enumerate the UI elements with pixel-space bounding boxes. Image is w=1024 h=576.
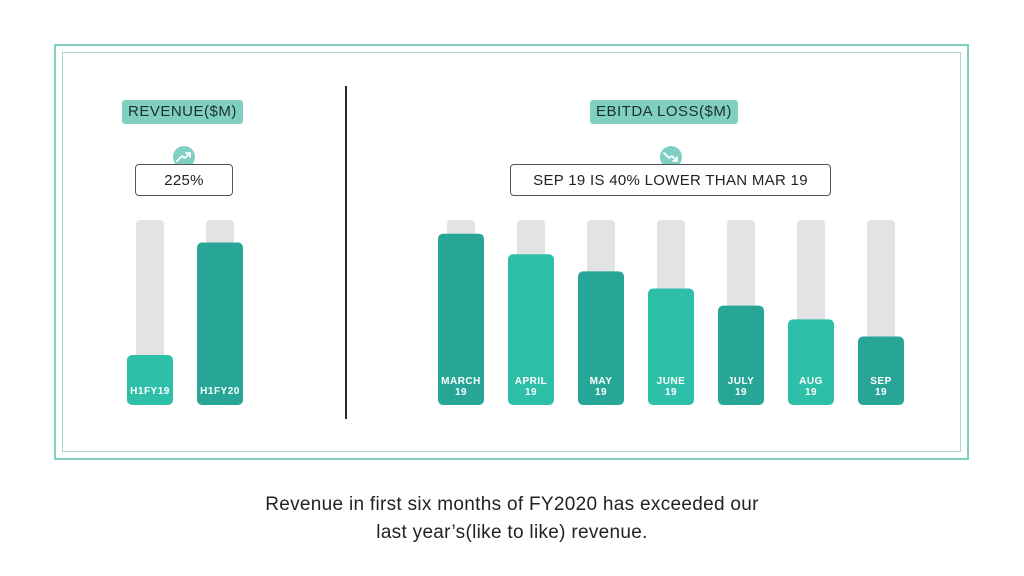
ebitda-bar-label-0-line2: 19 <box>455 387 467 398</box>
caption-line-1: Revenue in first six months of FY2020 ha… <box>265 494 759 515</box>
ebitda-bar-label-2-line2: 19 <box>595 387 607 398</box>
ebitda-bar-label-3-line2: 19 <box>665 387 677 398</box>
revenue-bar-1 <box>197 242 243 405</box>
trend-up-icon <box>173 146 195 168</box>
ebitda-bar-label-2-line1: MAY <box>590 376 613 387</box>
revenue-bar-0 <box>127 355 173 405</box>
inner-frame <box>62 52 961 452</box>
revenue-callout: 225% <box>135 164 233 196</box>
ebitda-bar-label-6-line2: 19 <box>875 387 887 398</box>
ebitda-bar-4 <box>718 305 764 405</box>
ebitda-bar-label-4-line2: 19 <box>735 387 747 398</box>
section-divider <box>345 86 347 419</box>
trend-down-icon <box>660 146 682 168</box>
ebitda-bar-6 <box>858 336 904 405</box>
ebitda-chart-title: EBITDA LOSS($M) <box>590 100 738 124</box>
ebitda-bar-label-3-line1: JUNE <box>657 376 686 387</box>
outer-frame <box>54 44 969 460</box>
ebitda-bar-label-5-line1: AUG <box>799 376 823 387</box>
ebitda-bar-label-1-line2: 19 <box>525 387 537 398</box>
ebitda-bar-3 <box>648 288 694 405</box>
ebitda-bar-label-5-line2: 19 <box>805 387 817 398</box>
revenue-bar-label-0: H1FY19 <box>130 386 170 397</box>
ebitda-bar-label-1-line1: APRIL <box>515 376 548 387</box>
ebitda-bar-label-0-line1: MARCH <box>441 376 481 387</box>
revenue-bar-label-1: H1FY20 <box>200 386 240 397</box>
ebitda-bar-5 <box>788 319 834 405</box>
ebitda-bar-0 <box>438 233 484 405</box>
ebitda-callout: SEP 19 IS 40% LOWER THAN MAR 19 <box>510 164 831 196</box>
caption-line-2: last year’s(like to like) revenue. <box>376 522 648 543</box>
revenue-chart-title: REVENUE($M) <box>122 100 243 124</box>
ebitda-bar-label-6-line1: SEP <box>870 376 892 387</box>
ebitda-bar-label-4-line1: JULY <box>728 376 755 387</box>
ebitda-bar-1 <box>508 254 554 405</box>
ebitda-bar-2 <box>578 271 624 405</box>
